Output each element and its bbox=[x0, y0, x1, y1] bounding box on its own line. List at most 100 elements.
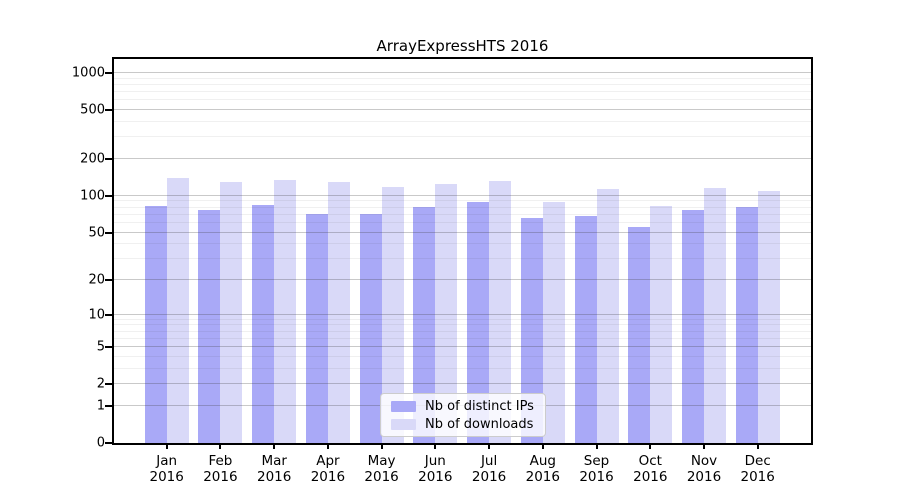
gridline-major-500 bbox=[114, 109, 811, 111]
ytick-label-10: 10 bbox=[88, 307, 105, 323]
bar-ips-dec bbox=[735, 207, 758, 443]
legend-item-downloads: Nb of downloads bbox=[391, 417, 545, 432]
plot-area: 0 1 2 5 10 20 50 100 200 500 1000 Jan 2016 Feb 2016 Mar… bbox=[72, 57, 813, 486]
xtick-label-jan: Jan 2016 bbox=[149, 453, 184, 485]
gridline-major-100 bbox=[114, 194, 811, 196]
ytick-label-500: 500 bbox=[80, 102, 105, 118]
xtick-label-jul: Jul 2016 bbox=[471, 453, 507, 485]
gridline-minor-900 bbox=[114, 77, 811, 79]
chart-legend: Nb of distinct IPs Nb of downloads bbox=[380, 393, 546, 437]
bar-ips-apr bbox=[305, 214, 328, 443]
bar-downloads-jan bbox=[166, 178, 189, 443]
xtick-label-may: May 2016 bbox=[364, 453, 399, 485]
gridline-minor-8 bbox=[114, 324, 811, 326]
bar-downloads-jun bbox=[435, 184, 458, 443]
ytick-label-50: 50 bbox=[88, 225, 105, 240]
xtick-mark-aug bbox=[541, 443, 544, 449]
xtick-label-sep: Sep 2016 bbox=[579, 453, 614, 485]
xtick-mark-dec bbox=[756, 443, 759, 449]
ytick-mark-5 bbox=[105, 346, 112, 349]
bar-ips-oct bbox=[628, 227, 651, 443]
gridline-minor-3 bbox=[114, 367, 811, 369]
gridline-minor-60 bbox=[114, 221, 811, 223]
bar-ips-may bbox=[359, 214, 382, 443]
ytick-label-2: 2 bbox=[96, 376, 105, 392]
xtick-label-nov: Nov 2016 bbox=[686, 453, 722, 485]
gridline-major-2 bbox=[114, 383, 811, 385]
xtick-label-apr: Apr 2016 bbox=[310, 453, 346, 485]
ytick-mark-20 bbox=[105, 279, 112, 281]
gridline-minor-80 bbox=[114, 206, 811, 208]
legend-item-distinct-ips: Nb of distinct IPs bbox=[391, 399, 545, 414]
gridline-minor-6 bbox=[114, 337, 811, 339]
gridline-minor-70 bbox=[114, 213, 811, 215]
xtick-mark-sep bbox=[595, 443, 598, 449]
xtick-mark-mar bbox=[273, 443, 276, 449]
bar-ips-nov bbox=[682, 209, 704, 443]
bar-ips-jun bbox=[413, 207, 436, 443]
ytick-label-1: 1 bbox=[96, 398, 105, 414]
bar-ips-feb bbox=[198, 209, 221, 443]
gridline-major-200 bbox=[114, 158, 811, 159]
xtick-mark-jul bbox=[488, 443, 491, 449]
gridline-minor-30 bbox=[114, 258, 811, 260]
bar-downloads-mar bbox=[274, 179, 297, 443]
bar-ips-sep bbox=[574, 215, 597, 443]
xtick-mark-feb bbox=[219, 443, 222, 449]
gridline-major-5 bbox=[114, 346, 811, 348]
bar-ips-jul bbox=[467, 202, 490, 443]
gridline-minor-700 bbox=[114, 91, 811, 93]
legend-swatch-ips bbox=[391, 400, 416, 412]
xtick-label-feb: Feb 2016 bbox=[203, 453, 238, 485]
xtick-label-aug: Aug 2016 bbox=[525, 453, 560, 485]
gridline-major-10 bbox=[114, 313, 811, 315]
ytick-label-5: 5 bbox=[96, 339, 105, 355]
gridline-major-20 bbox=[114, 279, 811, 280]
bar-downloads-feb bbox=[220, 182, 243, 443]
grid-layer bbox=[114, 59, 811, 443]
bar-downloads-jul bbox=[489, 181, 512, 443]
ytick-mark-1 bbox=[105, 404, 112, 407]
ytick-mark-1000 bbox=[105, 72, 112, 74]
gridline-minor-300 bbox=[114, 136, 811, 138]
bars-layer bbox=[114, 59, 811, 443]
xtick-label-oct: Oct 2016 bbox=[633, 453, 668, 485]
ticks-layer: 0 1 2 5 10 20 50 100 200 500 1000 Jan 2016 Feb 2016 Mar… bbox=[72, 59, 811, 486]
ytick-label-1000: 1000 bbox=[71, 65, 105, 81]
xtick-mark-oct bbox=[649, 443, 652, 449]
bar-downloads-apr bbox=[327, 181, 350, 443]
ytick-mark-10 bbox=[105, 313, 112, 316]
ytick-mark-2 bbox=[105, 383, 112, 386]
bar-downloads-may bbox=[381, 186, 404, 443]
bar-ips-aug bbox=[520, 217, 543, 443]
ytick-label-100: 100 bbox=[80, 188, 105, 204]
ytick-mark-50 bbox=[105, 231, 112, 234]
gridline-minor-800 bbox=[114, 84, 811, 85]
xtick-label-mar: Mar 2016 bbox=[257, 453, 292, 485]
xtick-mark-may bbox=[380, 443, 383, 449]
bar-downloads-oct bbox=[650, 206, 673, 443]
bar-ips-jan bbox=[144, 205, 167, 443]
bar-downloads-dec bbox=[757, 190, 780, 443]
ytick-mark-500 bbox=[105, 109, 112, 112]
gridline-minor-40 bbox=[114, 243, 811, 245]
gridline-minor-600 bbox=[114, 99, 811, 101]
legend-label-downloads: Nb of downloads bbox=[425, 416, 534, 432]
bar-downloads-nov bbox=[704, 188, 726, 443]
gridline-minor-400 bbox=[114, 121, 811, 122]
xtick-mark-jan bbox=[165, 443, 168, 449]
gridline-minor-7 bbox=[114, 330, 811, 332]
bar-downloads-sep bbox=[596, 188, 619, 443]
ytick-label-200: 200 bbox=[80, 151, 105, 167]
ytick-mark-100 bbox=[105, 194, 112, 197]
ytick-mark-0 bbox=[105, 442, 112, 444]
legend-label-distinct-ips: Nb of distinct IPs bbox=[425, 398, 534, 414]
gridline-major-1000 bbox=[114, 72, 811, 73]
xtick-mark-apr bbox=[326, 443, 329, 449]
xtick-label-jun: Jun 2016 bbox=[418, 453, 453, 485]
chart-title: ArrayExpressHTS 2016 bbox=[376, 37, 549, 55]
bar-ips-mar bbox=[252, 205, 275, 443]
xtick-mark-jun bbox=[434, 443, 437, 449]
gridline-minor-9 bbox=[114, 318, 811, 320]
